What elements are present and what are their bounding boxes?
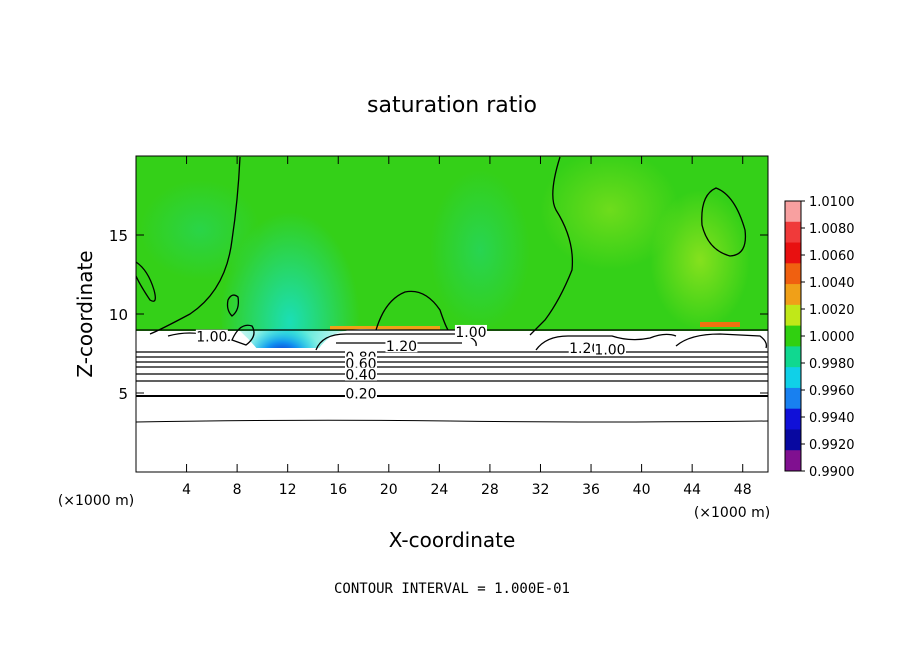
- x-tick-label: 20: [380, 482, 398, 498]
- y-axis: 5 10 15: [109, 227, 768, 403]
- colorbar-swatch: [785, 242, 801, 264]
- x-tick-label: 16: [329, 482, 347, 498]
- chart-title: saturation ratio: [367, 93, 537, 118]
- contour-label-bg: [594, 342, 626, 356]
- field-band: [330, 326, 440, 330]
- contour-label: 1.00: [455, 325, 486, 341]
- contour-labels: 1.001.201.201.001.000.800.600.400.20: [195, 324, 626, 403]
- x-axis-label: X-coordinate: [389, 528, 516, 552]
- contour-interval-note: CONTOUR INTERVAL = 1.000E-01: [334, 581, 570, 597]
- colorbar-swatch: [785, 284, 801, 306]
- field-band: [700, 322, 740, 327]
- contour-label-bg: [454, 324, 487, 338]
- x-tick-label: 4: [182, 482, 191, 498]
- colorbar-label: 1.0000: [809, 330, 855, 345]
- colorbar-swatch: [785, 429, 801, 451]
- x-tick-label: 8: [233, 482, 242, 498]
- colorbar-label: 0.9940: [809, 411, 855, 426]
- contours: [136, 156, 768, 423]
- contour-line: [136, 261, 156, 302]
- contour-label-bg: [344, 356, 377, 370]
- colorbar-label: 0.9900: [809, 465, 855, 480]
- colorbar-swatch: [785, 387, 801, 410]
- colorbar-swatch: [785, 346, 801, 368]
- x-tick-label: 24: [430, 482, 448, 498]
- contour-line: [231, 324, 255, 346]
- colorbar-label: 1.0060: [809, 249, 855, 264]
- y-tick-label: 10: [109, 306, 128, 324]
- colorbar-swatch: [785, 221, 801, 244]
- contour-label: 0.40: [345, 368, 376, 384]
- contour-label-bg: [195, 329, 228, 343]
- contour-line: [675, 333, 768, 349]
- cloud-base-patch: [136, 348, 768, 472]
- colorbar-swatch: [785, 408, 801, 430]
- cloud-base-patch: [528, 331, 768, 350]
- contour-label: 1.00: [196, 330, 227, 346]
- contour-line: [136, 419, 768, 423]
- x-tick-label: 44: [683, 482, 701, 498]
- x-tick-label: 32: [532, 482, 550, 498]
- field-blob: [430, 170, 530, 330]
- colorbar-swatch: [785, 304, 801, 327]
- colorbar-swatch: [785, 201, 801, 223]
- colorbar-label: 0.9960: [809, 384, 855, 399]
- contour-line: [701, 187, 747, 257]
- contour-line: [535, 333, 677, 351]
- y-tick-label: 5: [118, 385, 128, 403]
- contour-label: 1.20: [386, 339, 417, 355]
- x-unit-right: (×1000 m): [694, 505, 770, 521]
- contour-label: 1.20: [569, 341, 600, 357]
- colorbar-label: 1.0080: [809, 222, 855, 237]
- colorbar-swatch: [785, 367, 801, 389]
- x-tick-label: 12: [279, 482, 297, 498]
- contour-line: [226, 294, 240, 317]
- colorbar-swatch: [785, 325, 801, 347]
- contour-line: [315, 333, 477, 351]
- colorbar-label: 1.0100: [809, 195, 855, 210]
- y-axis-label: Z-coordinate: [73, 250, 97, 377]
- x-tick-label: 36: [582, 482, 600, 498]
- colorbar-label: 1.0020: [809, 303, 855, 318]
- x-tick-label: 48: [734, 482, 752, 498]
- contour-label: 1.00: [594, 342, 625, 358]
- colorbar-swatch: [785, 263, 801, 285]
- field-blob: [140, 180, 260, 280]
- x-tick-label: 28: [481, 482, 499, 498]
- colorbar-label: 1.0040: [809, 276, 855, 291]
- contour-line: [375, 290, 449, 331]
- field-blob: [650, 190, 750, 330]
- contour-label-bg: [344, 367, 377, 381]
- contour-line: [529, 156, 574, 336]
- colorbar-label: 0.9920: [809, 438, 855, 453]
- colorbar: 1.0100 1.0080 1.0060 1.0040 1.0020 1.0000 0.99…: [784, 195, 855, 480]
- colorbar-label: 0.9980: [809, 357, 855, 372]
- colorbar-swatch: [785, 450, 801, 472]
- plot-area: 1.001.201.201.001.000.800.600.400.20: [136, 156, 768, 472]
- contour-label-bg: [344, 386, 377, 400]
- field-blob: [540, 156, 680, 270]
- y-tick-label: 15: [109, 227, 128, 245]
- contour-label-bg: [568, 340, 601, 354]
- contour-label-bg: [385, 339, 418, 353]
- contour-label: 0.20: [345, 387, 376, 403]
- x-axis: 4 8 12 16 20 24 28 32 36 40 44 48: [182, 156, 752, 498]
- contour-line: [149, 156, 241, 335]
- x-tick-label: 40: [633, 482, 651, 498]
- x-unit-left: (×1000 m): [58, 493, 134, 509]
